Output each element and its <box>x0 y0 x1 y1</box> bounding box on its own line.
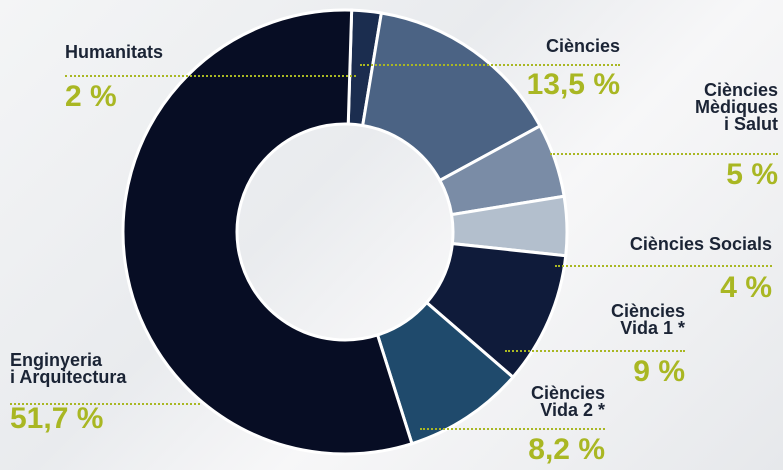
category-label: Ciències Mèdiques i Salut <box>694 80 778 134</box>
leader-line <box>65 75 356 77</box>
category-label: Ciències Vida 1 * <box>610 301 685 338</box>
leader-line <box>10 403 200 405</box>
category-label: Ciències Socials <box>629 234 772 254</box>
value-label: 9 % <box>633 355 685 388</box>
leader-line <box>555 265 772 267</box>
value-label: 51,7 % <box>10 402 104 435</box>
value-label: 13,5 % <box>526 68 620 101</box>
leader-line <box>550 153 778 155</box>
value-label: 2 % <box>65 80 117 113</box>
category-label: Enginyeria i Arquitectura <box>10 350 127 387</box>
leader-line <box>420 428 605 430</box>
leader-line <box>505 350 685 352</box>
value-label: 4 % <box>720 271 772 304</box>
category-label: Humanitats <box>65 42 164 62</box>
category-label: Ciències Vida 2 * <box>530 383 605 420</box>
leader-line <box>360 64 620 66</box>
value-label: 8,2 % <box>528 433 605 466</box>
donut-slice <box>360 11 543 183</box>
donut-slice <box>121 8 414 456</box>
value-label: 5 % <box>726 158 778 191</box>
category-label: Ciències <box>545 36 620 56</box>
